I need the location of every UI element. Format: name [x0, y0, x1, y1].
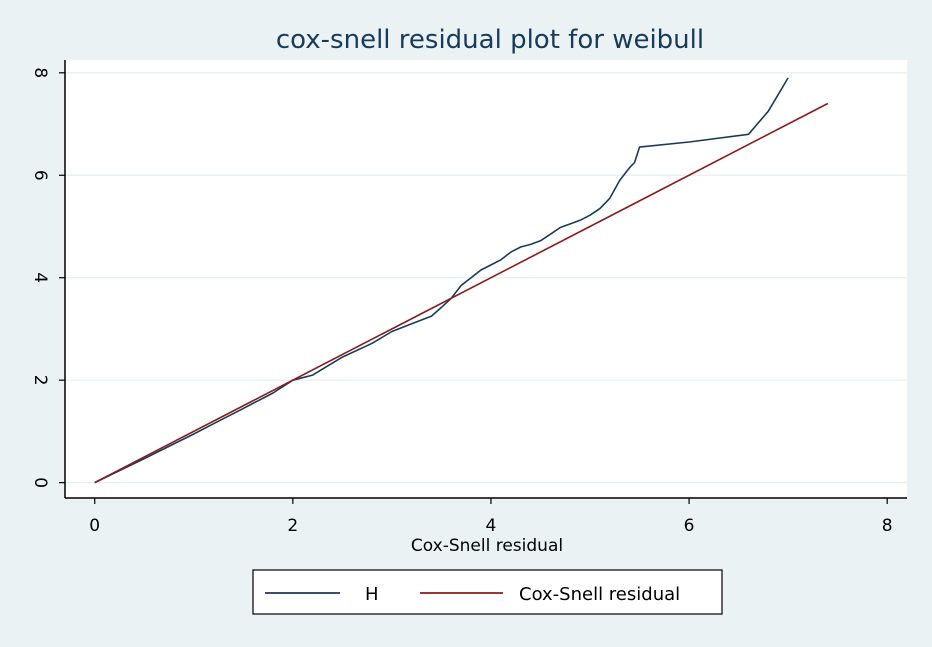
x-tick-label: 0: [89, 516, 100, 536]
legend-box: [252, 569, 723, 615]
x-tick-label: 4: [486, 516, 497, 536]
legend-label-cox-snell: Cox-Snell residual: [519, 584, 680, 605]
y-tick-label: 2: [30, 375, 50, 386]
x-tick-label: 6: [684, 516, 695, 536]
axis-ticks: 0 2 4 6 8 0 2 4 6 8: [30, 67, 893, 536]
series-lines: [94, 77, 829, 484]
x-tick-label: 2: [287, 516, 298, 536]
y-tick-label: 0: [30, 477, 50, 488]
legend-label-h: H: [365, 584, 379, 605]
series-line-h: [94, 77, 789, 484]
x-tick-label: 8: [882, 516, 893, 536]
y-tick-label: 8: [30, 67, 50, 78]
y-tick-label: 4: [30, 272, 50, 283]
y-tick-label: 6: [30, 170, 50, 181]
series-line-cox-snell: [94, 102, 829, 484]
x-axis-label: Cox-Snell residual: [411, 536, 563, 556]
grid-lines: [65, 72, 907, 484]
chart-title: cox-snell residual plot for weibull: [276, 25, 704, 55]
